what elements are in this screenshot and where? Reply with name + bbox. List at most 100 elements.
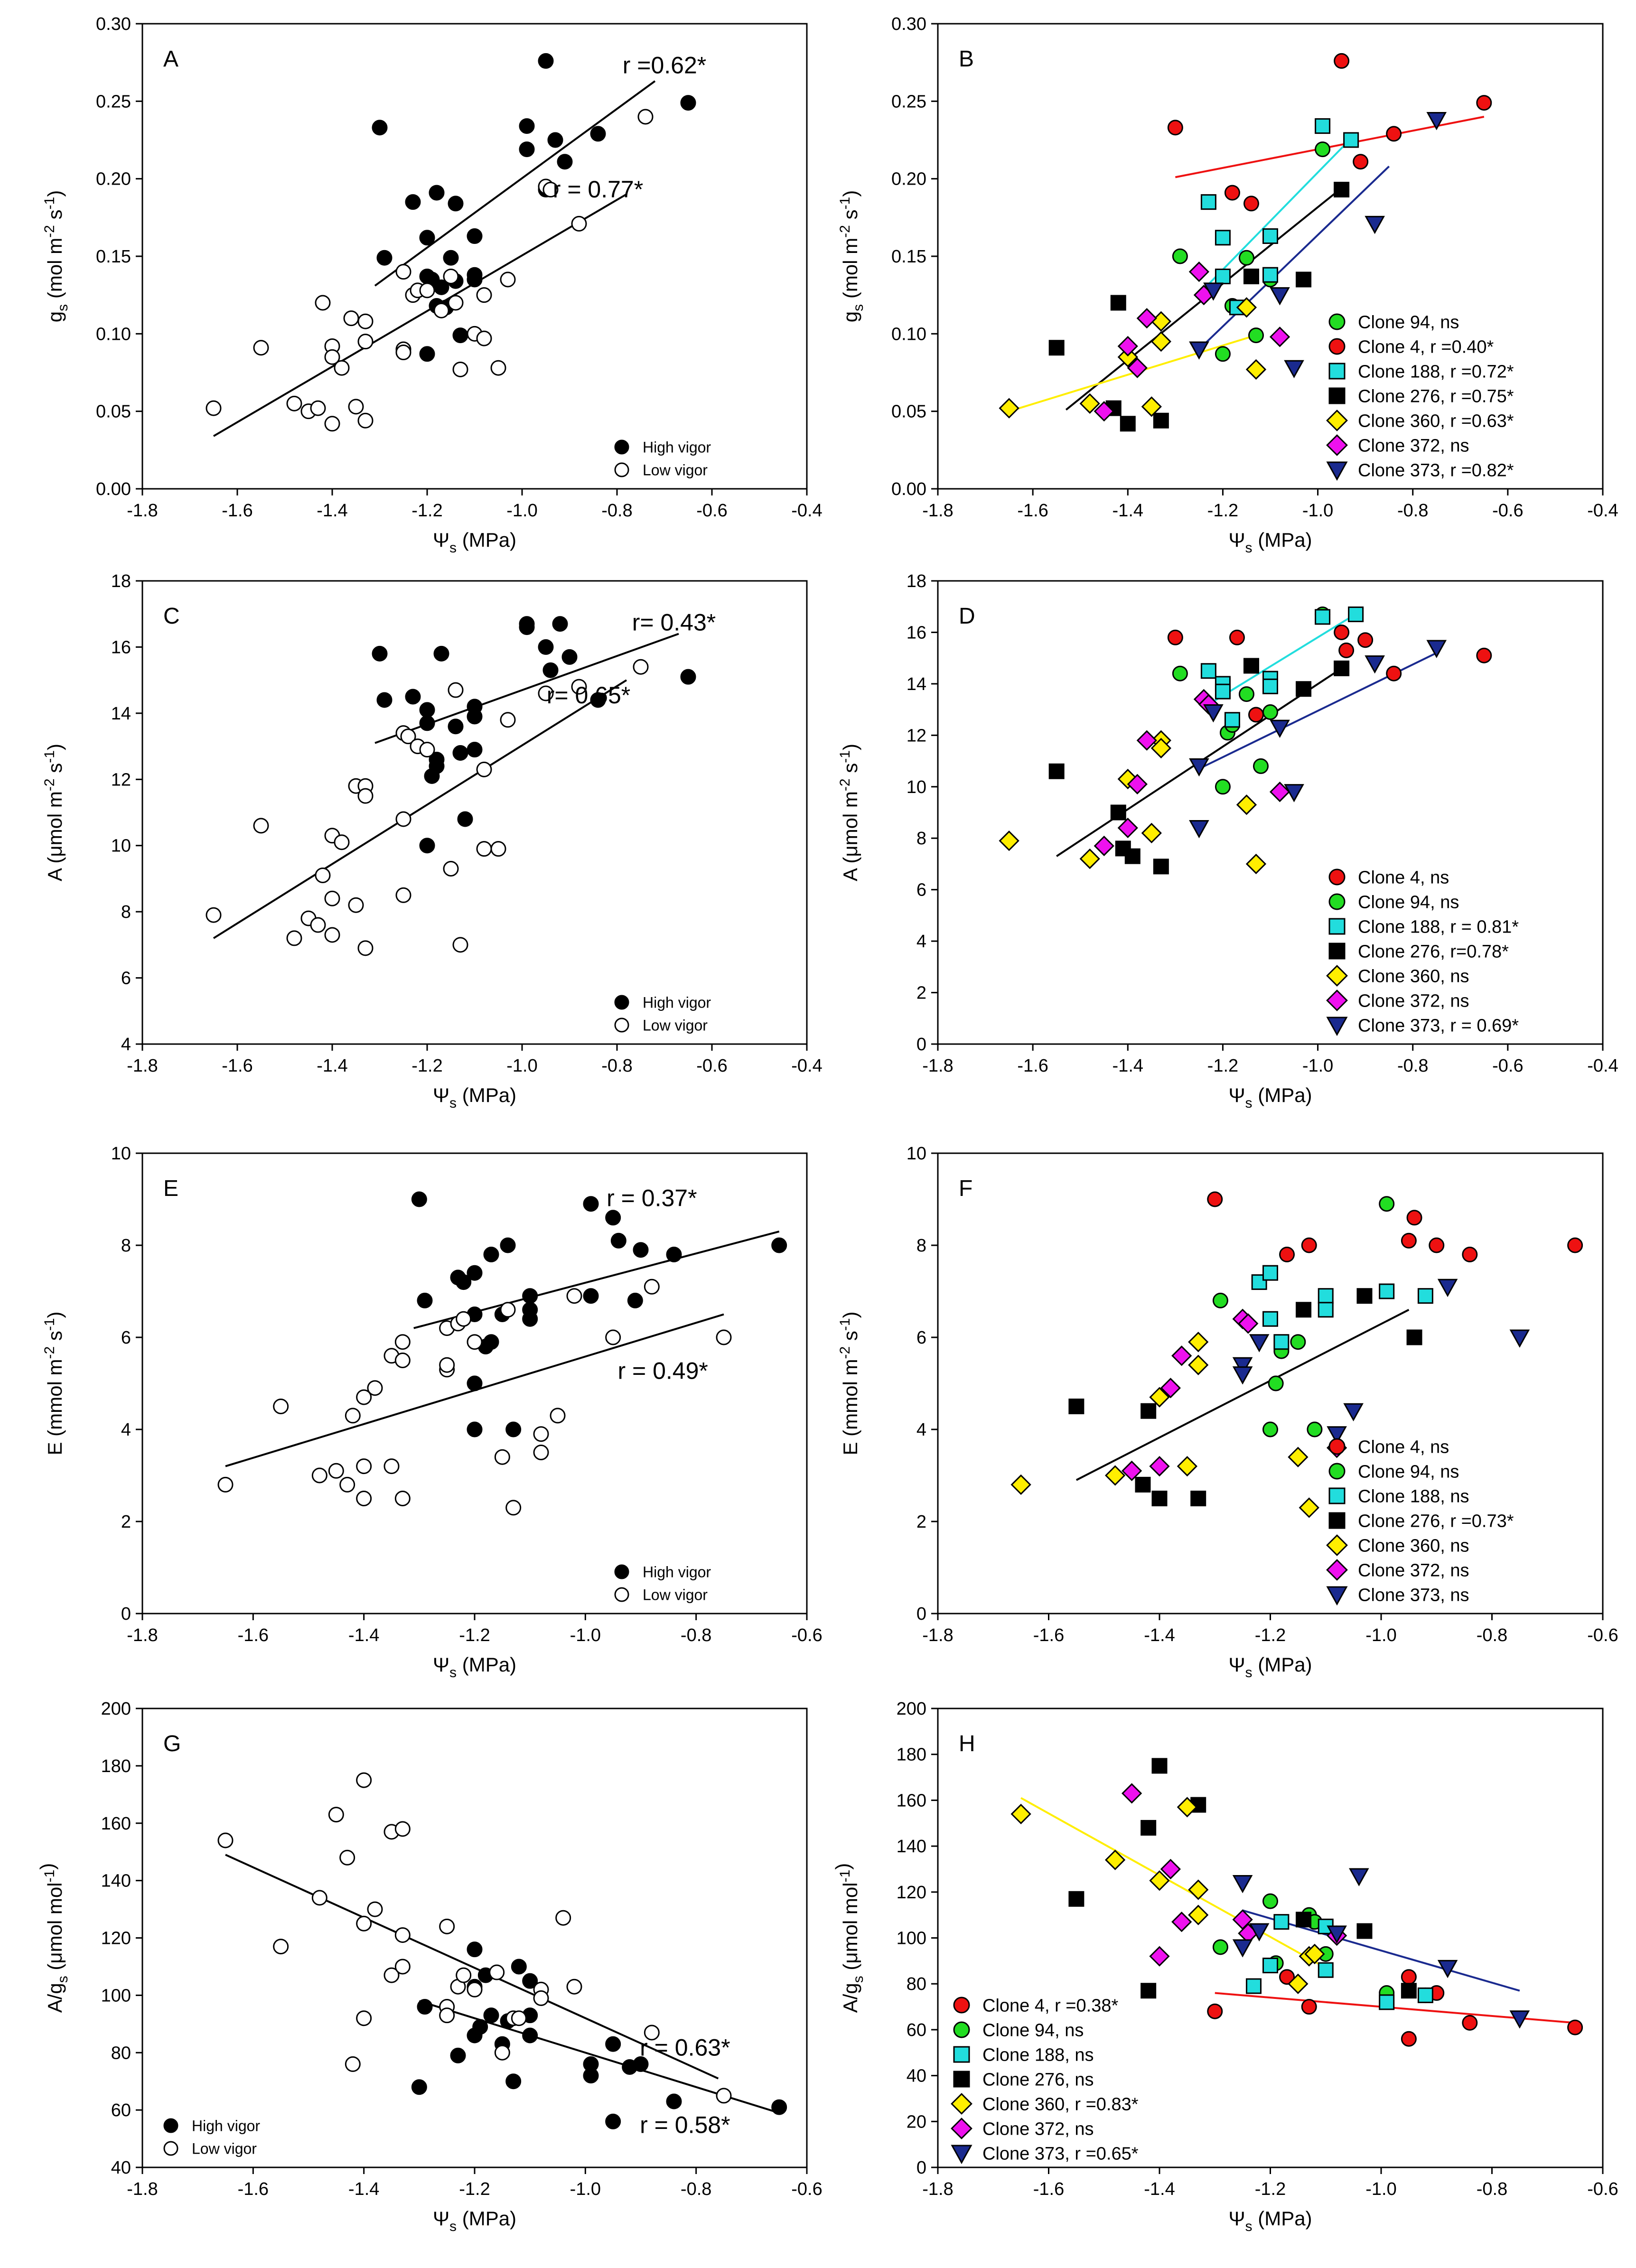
data-point [633,1242,649,1258]
data-point [310,400,326,416]
x-tick-label: -1.0 [570,2179,601,2199]
data-point [1224,712,1240,728]
y-tick-label: 12 [907,726,926,746]
data-point [273,1939,289,1955]
data-point [1224,185,1240,201]
legend-marker [1328,868,1346,886]
y-tick-label: 0.30 [96,14,131,34]
data-point [1401,2031,1417,2047]
data-point [519,619,535,635]
y-axis-label: E (mmol m-2 s-1) [42,1311,66,1455]
data-point [1188,261,1210,282]
correlation-annotation: r =0.62* [623,52,707,79]
legend-label: Clone 360, ns [1358,1536,1469,1556]
data-point [1141,396,1162,417]
data-point [1127,774,1148,794]
series-clone-4-ns [1167,624,1492,723]
data-point [457,811,473,827]
data-point [1279,1246,1295,1262]
data-point [1386,126,1402,142]
data-point [376,692,393,708]
data-point [394,1491,411,1506]
data-point [334,834,350,850]
data-point [452,937,468,953]
legend-marker [1326,1534,1348,1556]
data-point [1262,704,1278,720]
data-point [372,645,388,662]
data-point [1349,1868,1369,1886]
x-tick-label: -0.6 [1587,2179,1618,2199]
data-point [633,659,649,675]
legend: Clone 94, ns Clone 4, r =0.40* Clone 188, … [1326,313,1514,481]
data-point [1188,1879,1209,1900]
plot-frame [141,580,808,1045]
data-point [394,1927,411,1943]
data-point [1203,704,1224,723]
data-point [1238,1313,1259,1334]
data-point [1268,1375,1284,1391]
data-point [1401,1232,1417,1249]
data-point [1273,1334,1290,1350]
y-tick-label: 100 [101,1986,131,2006]
regression-line [1020,1797,1327,1969]
legend-marker [953,2021,970,2038]
data-point [605,1329,621,1345]
data-point [419,742,435,758]
y-tick-label: 0 [916,1035,926,1055]
legend-marker [1328,918,1346,935]
legend-label: Clone 188, r =0.72* [1358,362,1514,382]
data-point [500,271,516,288]
data-point [273,1399,289,1414]
data-point [467,1265,483,1281]
correlation-annotation: r = 0.37* [607,1185,697,1212]
data-point [1079,393,1100,414]
data-point [467,742,483,758]
legend-label: Clone 188, ns [1358,1487,1469,1507]
series-clone-94-ns [1212,1196,1395,1437]
data-point [419,282,435,299]
legend-label: Clone 94, ns [1358,1462,1459,1482]
legend-label: Clone 276, r =0.75* [1358,387,1514,407]
data-point [1151,1758,1168,1774]
data-point [1110,804,1126,821]
data-point [1365,215,1385,234]
plot-frame [937,580,1604,1045]
x-tick-label: -1.0 [506,501,537,521]
legend-label: Clone 4, r =0.38* [982,1996,1118,2016]
data-point [1203,282,1224,301]
data-point [1215,346,1231,362]
data-point [206,907,222,923]
data-point [605,2113,621,2129]
x-tick-label: -0.6 [1492,501,1523,521]
data-point [1327,1426,1347,1445]
data-point [456,1311,472,1327]
data-point [1279,1969,1295,1985]
data-point [419,838,435,854]
series-clone-188-r-0-72 [1200,118,1359,316]
data-point [1236,794,1257,815]
data-point [324,890,340,906]
data-point [1301,1999,1317,2015]
data-point [566,1979,582,1995]
x-tick-label: -1.2 [459,1625,490,1645]
x-tick-label: -1.6 [1017,501,1048,521]
data-point [1068,1891,1084,1907]
data-point [1141,822,1162,843]
data-point [771,1237,787,1253]
series-clone-373-ns [1232,1279,1530,1445]
data-point [633,2056,649,2072]
legend-marker [614,1587,629,1602]
y-tick-label: 6 [121,1328,131,1348]
legend-label: Clone 276, ns [982,2070,1094,2090]
data-point [467,1981,483,1997]
series-clone-373-r-0-69 [1189,640,1447,839]
data-point [1567,1237,1583,1253]
legend-label: Clone 372, ns [982,2119,1094,2139]
data-point [627,1292,643,1308]
data-point [467,1421,483,1437]
y-tick-label: 200 [101,1699,131,1719]
data-point [522,1973,538,1989]
data-point [1476,647,1492,663]
data-point [1262,1265,1278,1281]
data-point [1318,1962,1334,1978]
